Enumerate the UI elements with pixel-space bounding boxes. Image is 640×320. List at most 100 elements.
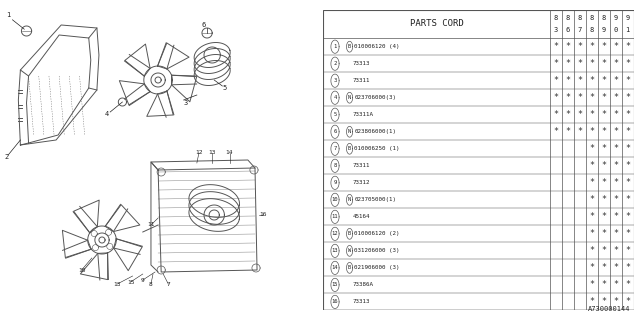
Text: *: *	[613, 212, 618, 221]
Text: *: *	[625, 280, 630, 289]
Text: B: B	[348, 265, 351, 270]
Text: *: *	[625, 195, 630, 204]
Text: 9: 9	[602, 27, 606, 33]
Text: 5: 5	[333, 112, 337, 117]
Text: *: *	[589, 263, 594, 272]
Text: *: *	[625, 76, 630, 85]
Text: 6: 6	[333, 129, 337, 134]
Text: *: *	[577, 93, 582, 102]
Text: N: N	[348, 129, 351, 134]
Text: 4: 4	[333, 95, 337, 100]
Text: 7: 7	[166, 282, 170, 286]
Text: 9: 9	[141, 277, 145, 283]
Text: 15: 15	[332, 282, 339, 287]
Text: *: *	[625, 229, 630, 238]
Text: 9: 9	[333, 180, 337, 185]
Text: *: *	[589, 161, 594, 170]
Text: *: *	[613, 93, 618, 102]
Text: *: *	[553, 110, 558, 119]
Text: N: N	[348, 197, 351, 202]
Text: 45164: 45164	[353, 214, 370, 219]
Text: *: *	[565, 110, 570, 119]
Text: 1: 1	[6, 12, 10, 18]
Text: 11: 11	[332, 214, 339, 219]
Text: 8: 8	[589, 15, 594, 20]
Text: *: *	[613, 127, 618, 136]
Text: *: *	[589, 93, 594, 102]
Text: 10: 10	[78, 268, 85, 273]
Text: *: *	[589, 59, 594, 68]
Text: *: *	[613, 195, 618, 204]
Text: 9: 9	[614, 15, 618, 20]
Text: *: *	[601, 59, 606, 68]
Text: 11: 11	[147, 222, 155, 228]
Text: *: *	[601, 229, 606, 238]
Text: 3: 3	[554, 27, 558, 33]
Text: *: *	[601, 280, 606, 289]
Text: *: *	[601, 178, 606, 187]
Text: 1: 1	[333, 44, 337, 49]
Text: 023706000(3): 023706000(3)	[354, 95, 396, 100]
Text: 15: 15	[127, 279, 134, 284]
Text: *: *	[613, 144, 618, 153]
Text: 8: 8	[589, 27, 594, 33]
Text: 8: 8	[566, 15, 570, 20]
Text: 010006120 (4): 010006120 (4)	[354, 44, 400, 49]
Text: 031206000 (3): 031206000 (3)	[354, 248, 400, 253]
Text: 16: 16	[259, 212, 267, 218]
Text: *: *	[589, 127, 594, 136]
Text: *: *	[565, 76, 570, 85]
Text: 73311A: 73311A	[353, 112, 374, 117]
Text: *: *	[589, 280, 594, 289]
Text: *: *	[601, 127, 606, 136]
Text: *: *	[613, 263, 618, 272]
Text: 2: 2	[4, 154, 8, 160]
Text: *: *	[589, 144, 594, 153]
Text: *: *	[613, 76, 618, 85]
Text: 12: 12	[195, 150, 203, 156]
Text: *: *	[565, 42, 570, 51]
Text: *: *	[589, 110, 594, 119]
Text: *: *	[553, 76, 558, 85]
Text: *: *	[613, 161, 618, 170]
Text: B: B	[348, 146, 351, 151]
Text: 021906000 (3): 021906000 (3)	[354, 265, 400, 270]
Text: *: *	[601, 212, 606, 221]
Text: *: *	[613, 59, 618, 68]
Text: *: *	[577, 42, 582, 51]
Text: 8: 8	[149, 282, 153, 286]
Text: *: *	[589, 297, 594, 306]
Text: *: *	[553, 127, 558, 136]
Text: *: *	[613, 246, 618, 255]
Text: *: *	[625, 110, 630, 119]
Text: *: *	[601, 144, 606, 153]
Text: *: *	[553, 59, 558, 68]
Text: 12: 12	[332, 231, 339, 236]
Text: *: *	[565, 93, 570, 102]
Text: *: *	[613, 229, 618, 238]
Text: *: *	[625, 144, 630, 153]
Text: 16: 16	[332, 300, 339, 304]
Text: 73311: 73311	[353, 163, 370, 168]
Text: 010006250 (1): 010006250 (1)	[354, 146, 400, 151]
Text: *: *	[601, 263, 606, 272]
Text: 6: 6	[202, 22, 206, 28]
Text: A730000144: A730000144	[588, 306, 630, 312]
Text: *: *	[589, 212, 594, 221]
Text: 8: 8	[554, 15, 558, 20]
Text: 7: 7	[333, 146, 337, 151]
Text: W: W	[348, 248, 351, 253]
Text: *: *	[625, 127, 630, 136]
Text: *: *	[625, 263, 630, 272]
Text: *: *	[577, 127, 582, 136]
Text: 023806000(1): 023806000(1)	[354, 129, 396, 134]
Text: *: *	[589, 246, 594, 255]
Text: 73313: 73313	[353, 300, 370, 304]
Text: *: *	[589, 178, 594, 187]
Text: 73313: 73313	[353, 61, 370, 66]
Text: 8: 8	[333, 163, 337, 168]
Text: *: *	[613, 280, 618, 289]
Text: *: *	[625, 178, 630, 187]
Text: *: *	[601, 76, 606, 85]
Text: *: *	[625, 297, 630, 306]
